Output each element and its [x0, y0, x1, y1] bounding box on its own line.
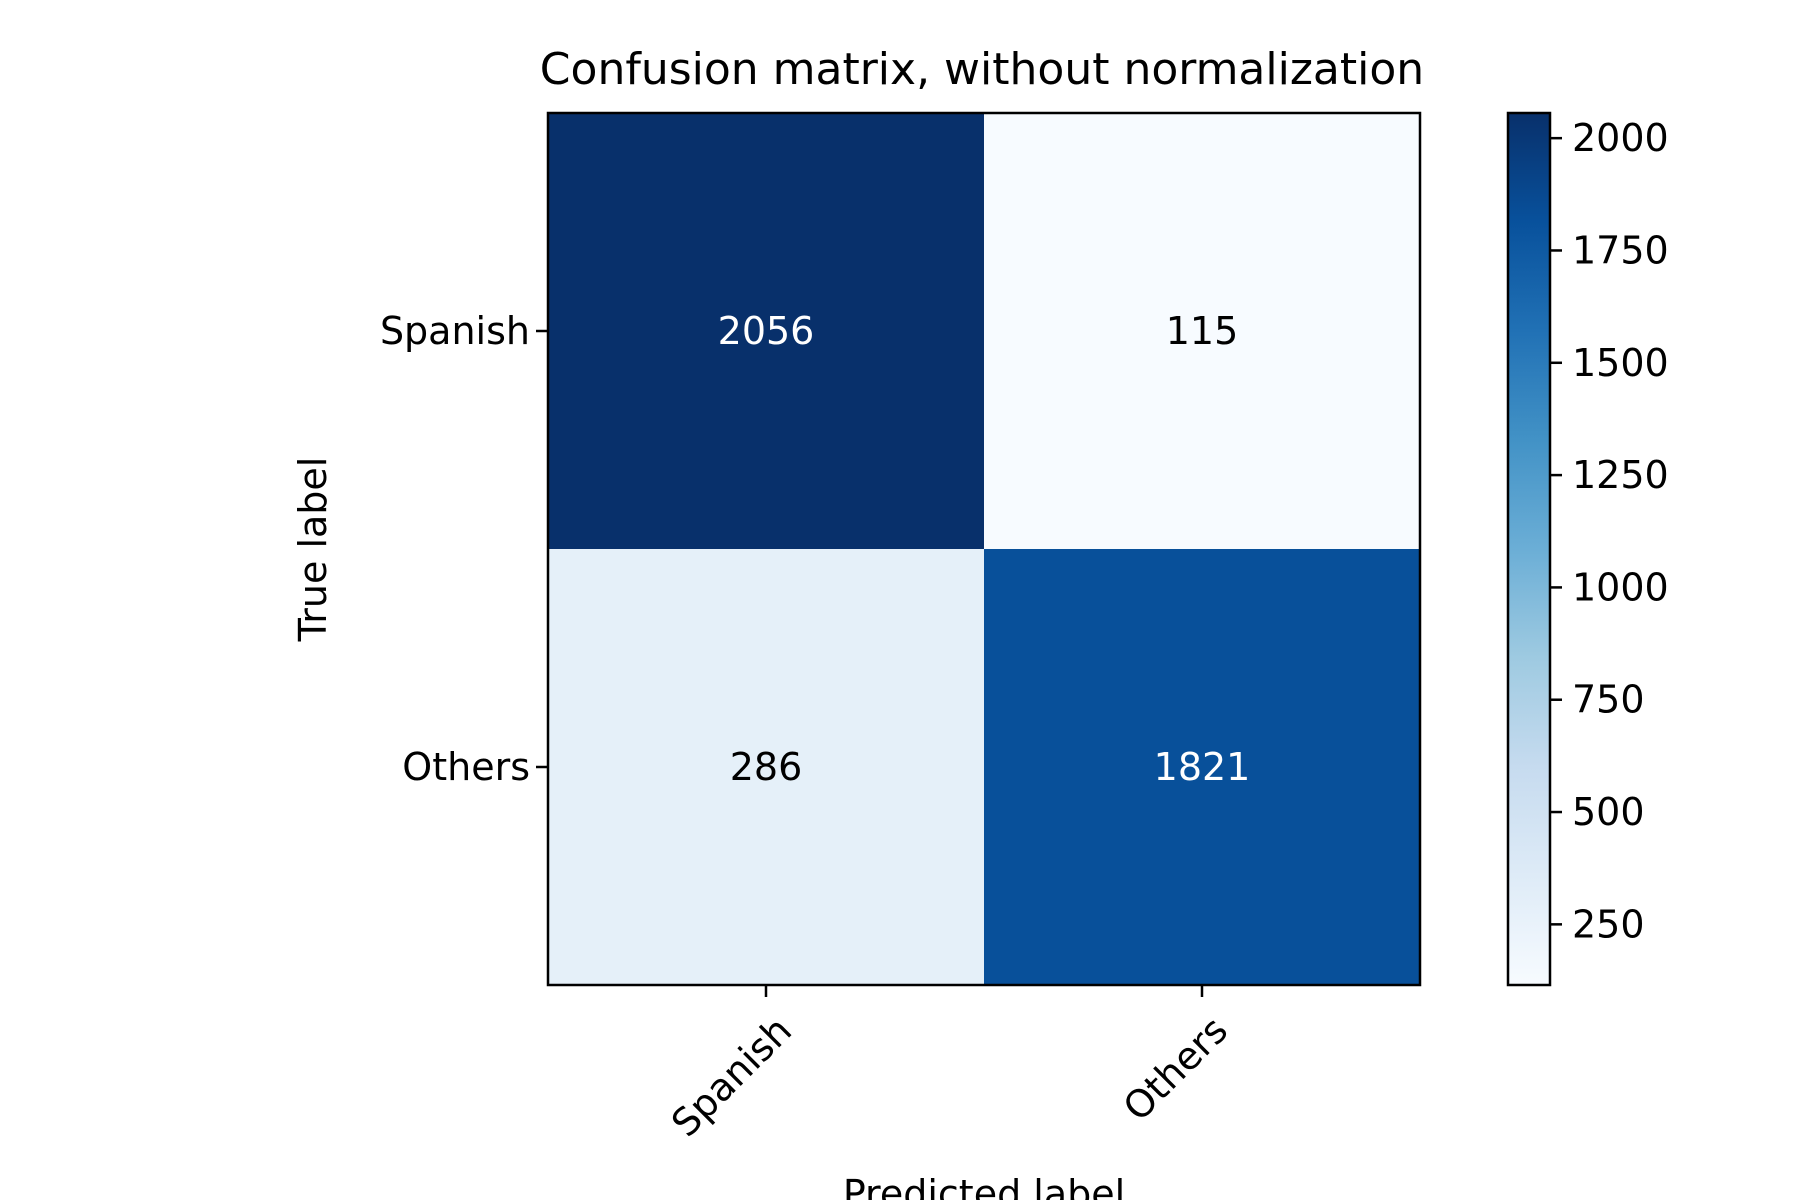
matrix-cell-value: 2056 [718, 309, 815, 353]
y-tick-label: Spanish [380, 309, 530, 353]
matrix-cell [548, 549, 985, 986]
x-axis-ticks: Spanish Others [663, 985, 1236, 1145]
chart-title: Confusion matrix, without normalization [540, 44, 1424, 95]
matrix-cell [984, 113, 1421, 550]
plot-frame [546, 111, 1422, 987]
colorbar-tick-label: 2000 [1572, 116, 1669, 160]
colorbar-tick-label: 1750 [1572, 228, 1669, 272]
colorbar-tick-label: 1000 [1572, 565, 1669, 609]
colorbar-tick-label: 1500 [1572, 341, 1669, 385]
matrix-cells [548, 113, 1421, 986]
colorbar [1506, 111, 1552, 987]
x-tick-label: Others [1115, 1008, 1236, 1129]
matrix-cell-value: 1821 [1154, 745, 1251, 789]
matrix-cell-labels: 2056 115 286 1821 [718, 309, 1251, 789]
colorbar-tick-label: 500 [1572, 790, 1645, 834]
x-axis-label: Predicted label [843, 1172, 1125, 1200]
matrix-cell [548, 113, 985, 550]
colorbar-tick-label: 750 [1572, 678, 1645, 722]
matrix-cell-value: 115 [1166, 309, 1239, 353]
y-tick-label: Others [402, 745, 530, 789]
colorbar-tick-label: 1250 [1572, 453, 1669, 497]
colorbar-ticks: 250 500 750 1000 1250 1500 1750 2000 [1550, 116, 1669, 946]
matrix-cell-value: 286 [730, 745, 803, 789]
colorbar-tick-label: 250 [1572, 902, 1645, 946]
matrix-cell [984, 549, 1421, 986]
y-axis-label: True label [291, 457, 335, 643]
y-axis-ticks: Spanish Others [380, 309, 548, 789]
x-tick-label: Spanish [663, 1008, 800, 1145]
